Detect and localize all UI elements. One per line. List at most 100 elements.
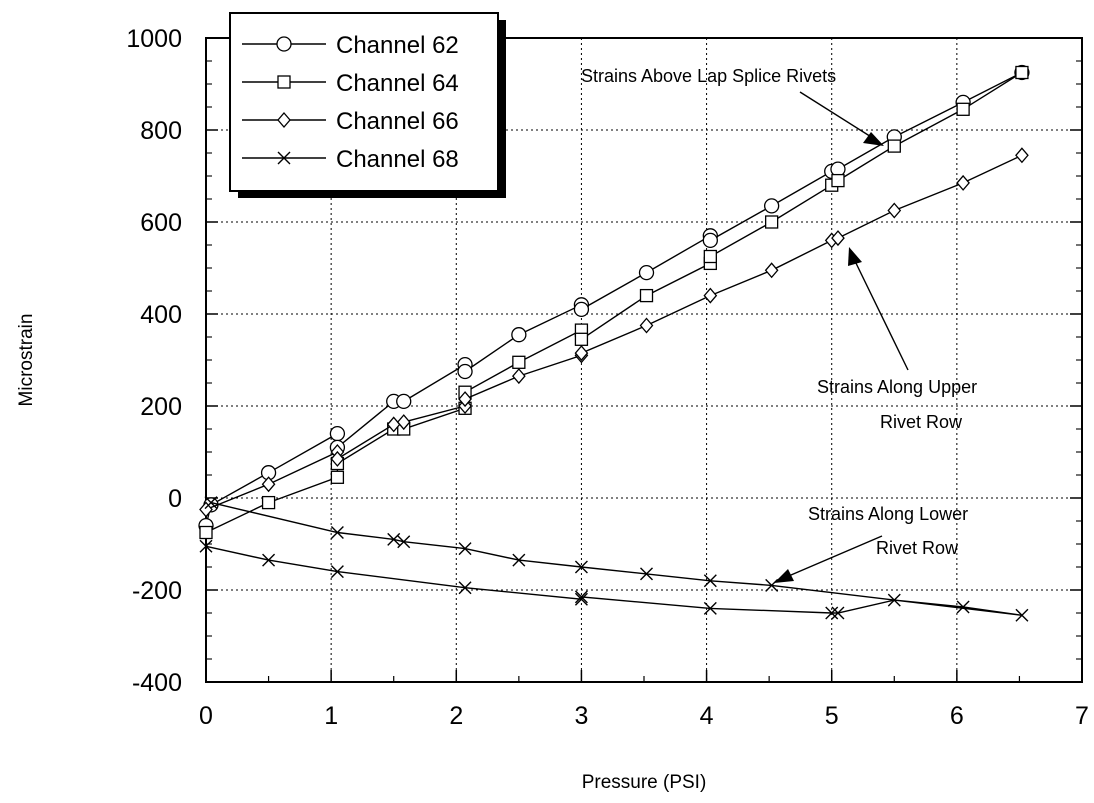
annotation-lap-splice: Strains Above Lap Splice Rivets — [581, 66, 884, 146]
series-channel-66 — [199, 147, 1029, 518]
data-point-channel-64 — [764, 215, 779, 229]
legend-item-channel-62: Channel 62 — [242, 32, 459, 59]
data-point-channel-64 — [574, 332, 589, 346]
data-point-channel-66 — [639, 317, 654, 334]
y-tick-label: -400 — [132, 669, 182, 697]
annotation-lower-row-arrow-line — [783, 535, 883, 579]
x-tick-labels: 0 1 2 3 4 5 6 7 — [199, 702, 1089, 730]
data-point-channel-68 — [330, 565, 344, 579]
data-point-channel-66 — [574, 345, 589, 362]
data-point-channel-66 — [1015, 147, 1029, 164]
data-point-channel-66 — [512, 368, 526, 385]
y-tick-label: 400 — [140, 301, 182, 329]
legend-label-channel-62: Channel 62 — [336, 32, 459, 59]
data-point-channel-66 — [199, 501, 213, 518]
data-point-channel-68 — [204, 496, 218, 510]
data-point-channel-68 — [640, 567, 653, 581]
data-point-channel-64 — [831, 173, 845, 188]
data-point-channel-64 — [261, 495, 276, 510]
data-point-channel-66 — [330, 450, 345, 467]
annotation-upper-row-line2: Rivet Row — [880, 412, 963, 432]
data-point-channel-68 — [956, 600, 970, 614]
data-point-channel-64 — [703, 249, 717, 264]
annotation-lap-splice-arrow-line — [799, 91, 877, 141]
data-point-channel-64 — [199, 525, 213, 540]
x-tick-label: 2 — [449, 702, 463, 730]
data-point-channel-68 — [703, 574, 717, 588]
data-point-channel-68 — [458, 542, 472, 556]
annotation-upper-row-line1: Strains Along Upper — [817, 377, 977, 397]
data-point-channel-66 — [764, 262, 779, 279]
legend-marker-channel-62 — [276, 36, 292, 52]
y-axis-title: Microstrain — [16, 314, 37, 407]
y-tick-label: 0 — [168, 485, 182, 513]
legend-item-channel-66: Channel 66 — [242, 108, 459, 135]
data-point-channel-66 — [956, 174, 970, 191]
data-point-channel-68 — [574, 590, 588, 604]
data-point-channel-62 — [511, 327, 527, 343]
data-point-channel-64 — [887, 139, 901, 153]
data-point-channel-64 — [956, 102, 970, 116]
annotation-lap-splice-text: Strains Above Lap Splice Rivets — [581, 66, 836, 86]
data-point-channel-62 — [457, 363, 473, 380]
data-point-channel-68 — [887, 593, 901, 607]
x-axis-title: Pressure (PSI) — [582, 772, 707, 793]
data-point-channel-68 — [387, 532, 401, 546]
data-point-channel-64 — [1015, 65, 1029, 80]
legend-marker-channel-66 — [277, 112, 291, 128]
annotation-upper-row: Strains Along Upper Rivet Row — [817, 247, 977, 432]
annotation-lower-row-line2: Rivet Row — [876, 538, 959, 558]
annotation-upper-row-arrowhead — [848, 247, 862, 266]
annotation-upper-row-arrow-line — [852, 256, 909, 371]
y-tick-label: 200 — [140, 393, 182, 421]
legend-label-channel-68: Channel 68 — [336, 146, 459, 173]
data-point-channel-66 — [458, 391, 472, 408]
axis-ticks — [205, 37, 1083, 683]
data-point-channel-66 — [703, 287, 718, 304]
data-point-channel-68 — [199, 539, 213, 553]
data-point-channel-68 — [703, 601, 717, 615]
x-tick-label: 5 — [825, 702, 839, 730]
series-channel-64 — [199, 65, 1029, 540]
x-tick-label: 0 — [199, 702, 213, 730]
legend-item-channel-64: Channel 64 — [242, 70, 459, 97]
data-point-channel-68 — [831, 606, 845, 620]
x-tick-label: 6 — [950, 702, 964, 730]
data-point-channel-68 — [458, 581, 472, 595]
legend-box — [229, 12, 499, 192]
y-tick-label: 1000 — [126, 25, 182, 53]
annotations: Strains Above Lap Splice Rivets Strains … — [581, 66, 977, 583]
x-tick-label: 1 — [324, 702, 338, 730]
x-tick-label: 7 — [1075, 702, 1089, 730]
data-point-channel-62 — [573, 301, 590, 318]
annotation-lap-splice-arrowhead — [863, 132, 884, 146]
legend-items: Channel 62 Channel 64 Channel 66 Channel 68 — [242, 32, 459, 173]
series-line-channel-66 — [205, 154, 1023, 511]
legend-item-channel-68: Channel 68 — [242, 146, 459, 173]
legend-label-channel-66: Channel 66 — [336, 108, 459, 135]
annotation-lower-row: Strains Along Lower Rivet Row — [774, 504, 968, 583]
data-point-channel-62 — [763, 198, 780, 214]
x-tick-label: 4 — [700, 702, 714, 730]
data-point-channel-68 — [574, 592, 588, 606]
data-point-channel-68 — [825, 606, 839, 620]
annotation-lower-row-line1: Strains Along Lower — [808, 504, 968, 524]
legend-marker-channel-68 — [277, 151, 291, 165]
data-point-channel-62 — [329, 425, 346, 442]
data-point-channel-62 — [396, 393, 412, 410]
legend-marker-channel-64 — [277, 75, 291, 89]
data-point-channel-68 — [574, 560, 588, 574]
series-channel-68 — [199, 496, 1029, 622]
data-point-channel-62 — [702, 232, 718, 249]
data-point-channel-64 — [330, 470, 345, 484]
y-tick-label: 600 — [140, 209, 182, 237]
data-point-channel-66 — [396, 414, 411, 431]
x-tick-label: 3 — [574, 702, 588, 730]
data-point-channel-68 — [330, 526, 344, 539]
data-point-channel-64 — [512, 355, 526, 369]
series-layer — [198, 64, 1030, 622]
annotation-lower-row-arrowhead — [774, 569, 794, 583]
data-point-channel-64 — [639, 288, 654, 303]
data-point-channel-68 — [512, 553, 526, 567]
